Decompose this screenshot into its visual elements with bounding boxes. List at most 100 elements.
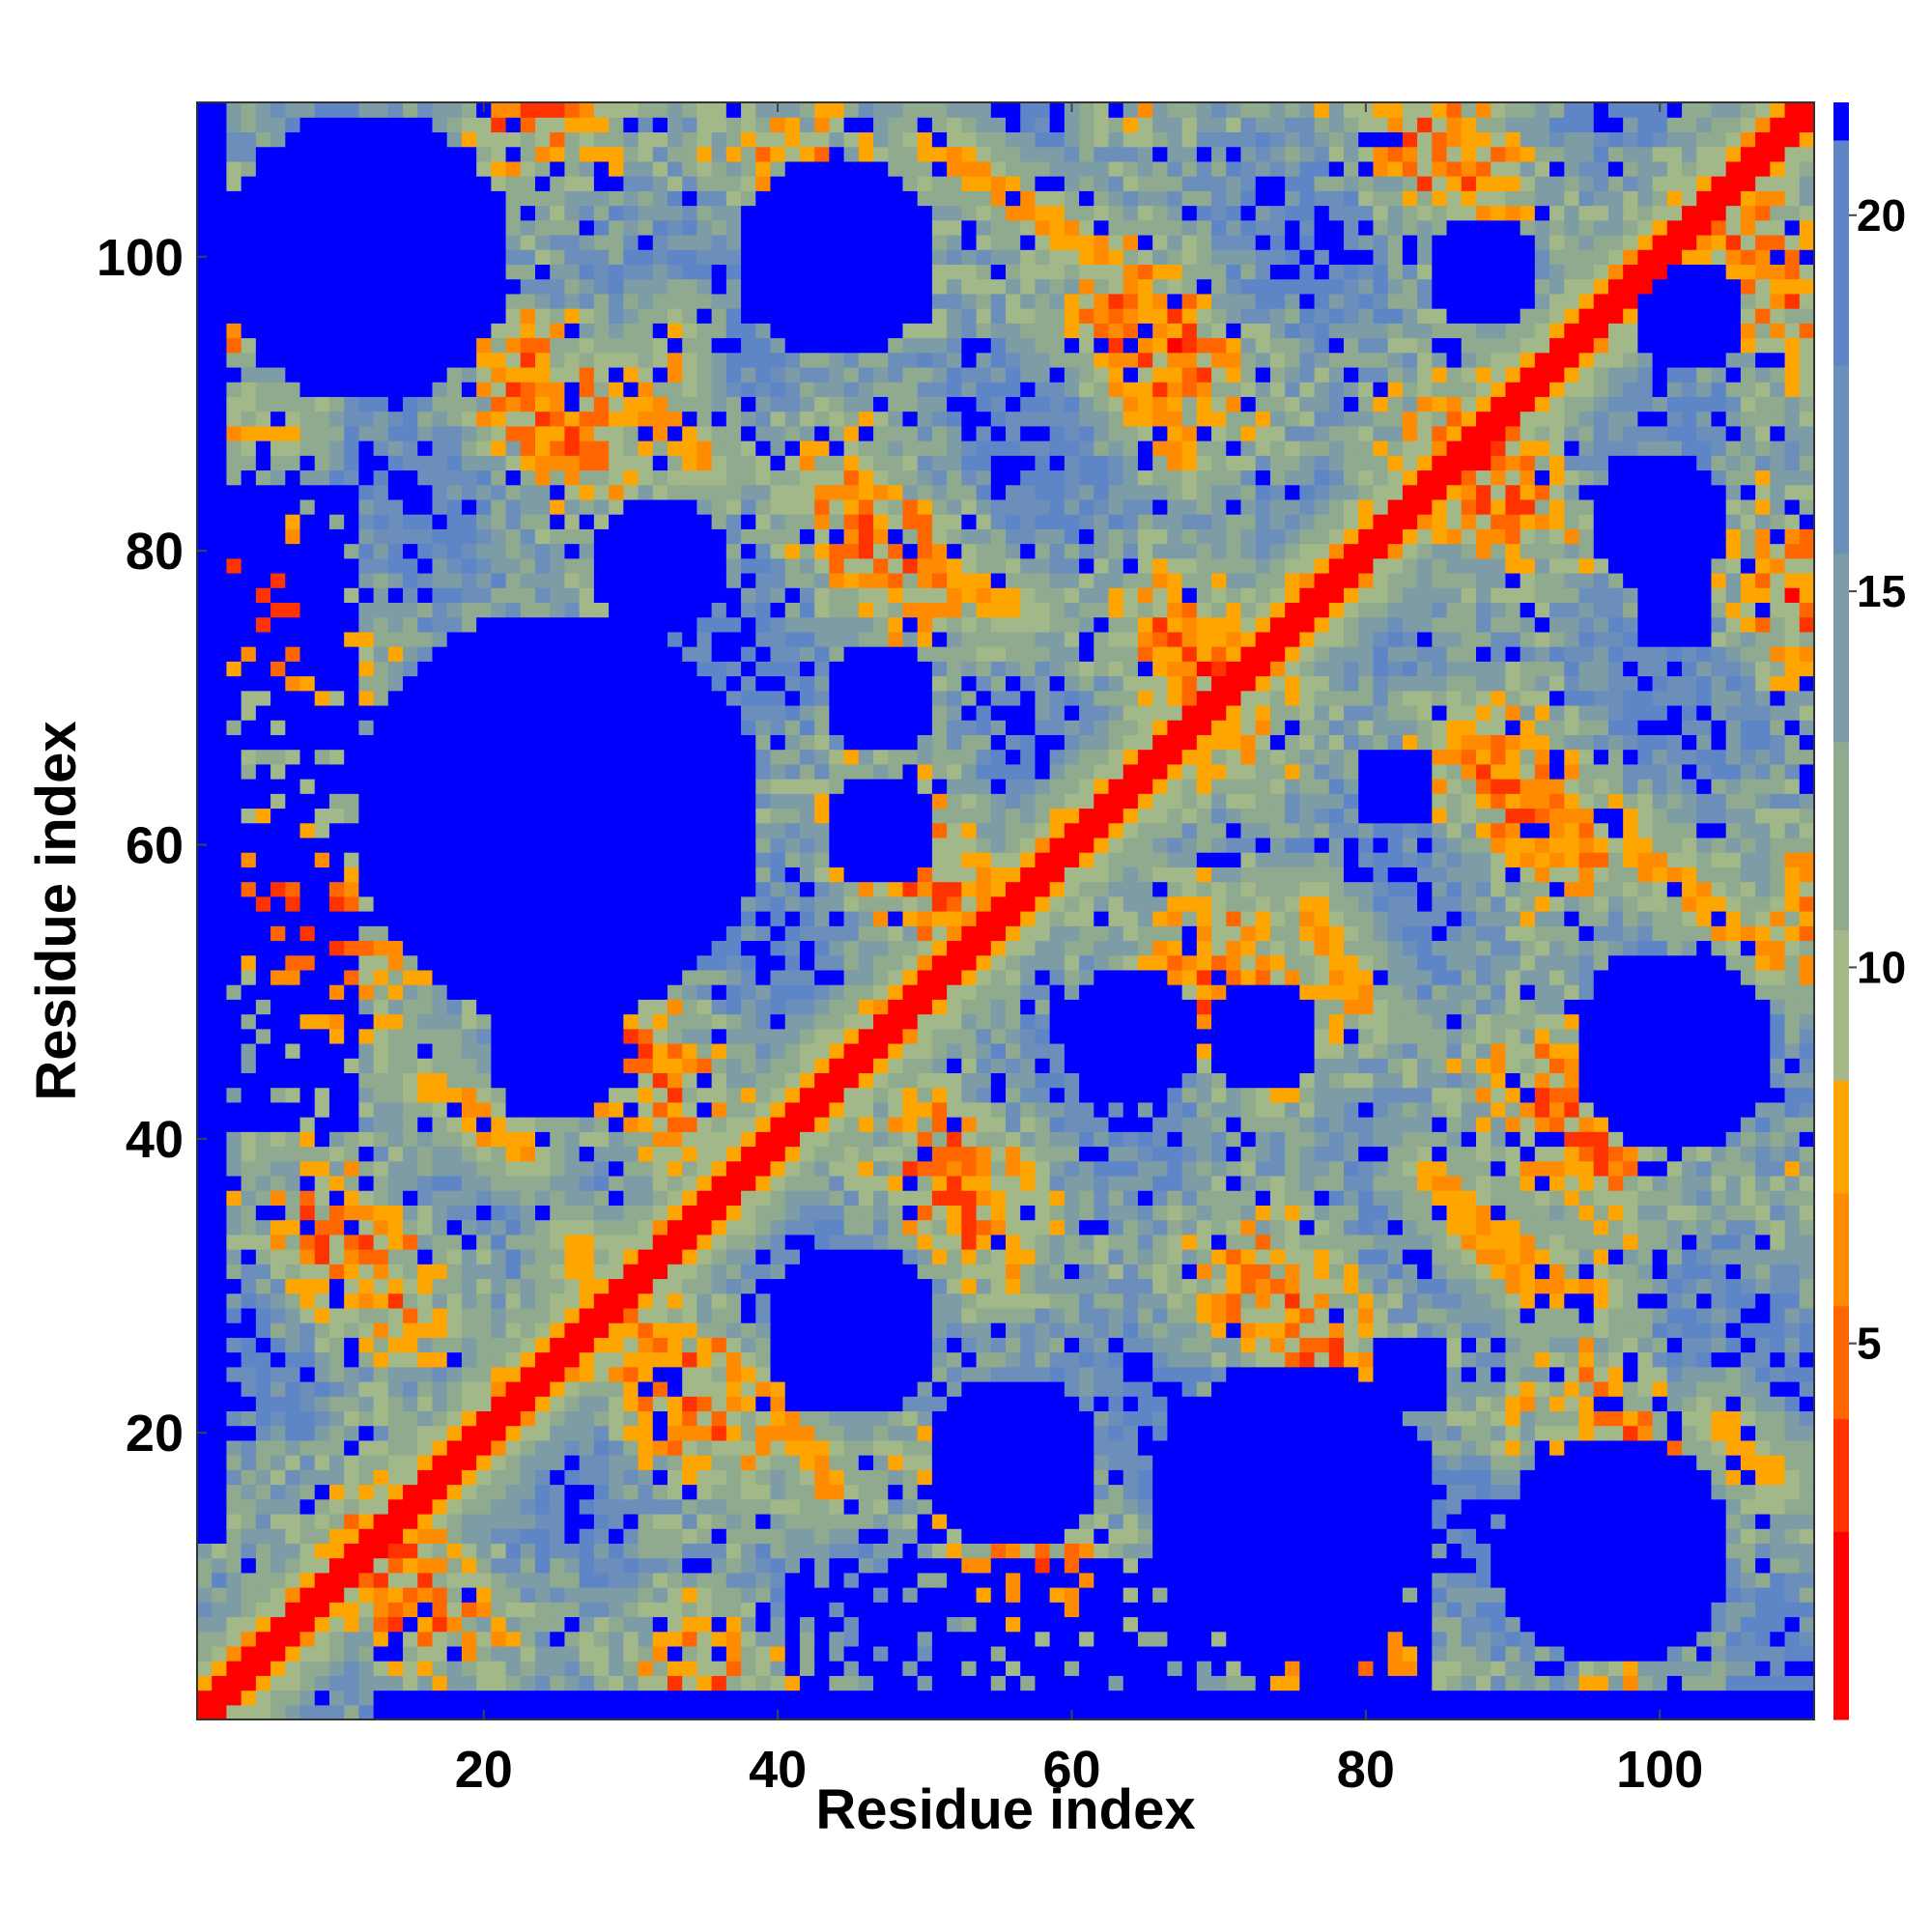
heatmap-cell: [829, 1307, 845, 1323]
heatmap-cell: [212, 852, 228, 867]
heatmap-cell: [784, 131, 801, 148]
heatmap-cell: [387, 1455, 404, 1470]
heatmap-cell: [550, 352, 566, 368]
heatmap-cell: [711, 117, 727, 133]
heatmap-cell: [843, 1631, 860, 1647]
heatmap-cell: [843, 1205, 860, 1221]
heatmap-cell: [799, 352, 815, 368]
heatmap-cell: [241, 1249, 257, 1264]
heatmap-cell: [784, 293, 801, 309]
heatmap-cell: [197, 1528, 213, 1544]
heatmap-cell: [358, 514, 375, 529]
heatmap-cell: [829, 514, 845, 529]
heatmap-cell: [609, 1307, 624, 1323]
heatmap-cell: [358, 1190, 375, 1206]
heatmap-cell: [226, 131, 242, 148]
heatmap-cell: [814, 1042, 830, 1059]
heatmap-cell: [829, 1042, 845, 1059]
heatmap-cell: [711, 411, 727, 427]
heatmap-cell: [696, 382, 713, 397]
heatmap-cell: [197, 1498, 213, 1515]
heatmap-cell: [344, 1028, 359, 1044]
heatmap-cell: [784, 308, 801, 324]
heatmap-cell: [638, 1455, 654, 1470]
heatmap-cell: [682, 1042, 698, 1059]
heatmap-cell: [446, 911, 463, 926]
heatmap-cell: [784, 323, 801, 339]
heatmap-cell: [255, 1455, 271, 1470]
heatmap-cell: [197, 1380, 213, 1397]
heatmap-cell: [682, 822, 698, 838]
heatmap-cell: [373, 690, 389, 706]
heatmap-cell: [344, 102, 359, 118]
heatmap-cell: [387, 1513, 404, 1529]
heatmap-cell: [461, 602, 477, 618]
heatmap-cell: [373, 160, 389, 177]
heatmap-cell: [520, 557, 536, 574]
heatmap-cell: [858, 1704, 874, 1720]
heatmap-cell: [344, 808, 359, 824]
heatmap-cell: [417, 1293, 434, 1309]
heatmap-cell: [682, 234, 698, 250]
heatmap-cell: [373, 411, 389, 427]
heatmap-cell: [696, 1675, 713, 1691]
heatmap-cell: [505, 1101, 522, 1118]
heatmap-cell: [314, 1146, 330, 1162]
heatmap-cell: [755, 1645, 772, 1662]
heatmap-cell: [696, 1439, 713, 1456]
heatmap-cell: [387, 1131, 404, 1148]
heatmap-cell: [652, 1234, 668, 1250]
heatmap-cell: [696, 411, 713, 427]
heatmap-cell: [652, 763, 668, 780]
heatmap-cell: [741, 1160, 756, 1177]
heatmap-cell: [579, 690, 595, 706]
heatmap-cell: [285, 425, 301, 441]
heatmap-cell: [609, 1293, 624, 1309]
heatmap-cell: [755, 572, 772, 588]
heatmap-cell: [741, 455, 756, 471]
heatmap-cell: [446, 469, 463, 486]
heatmap-cell: [285, 1160, 301, 1177]
heatmap-cell: [579, 852, 595, 867]
heatmap-cell: [609, 1351, 624, 1368]
heatmap-cell: [285, 1528, 301, 1544]
heatmap-cell: [682, 1278, 698, 1294]
heatmap-cell: [696, 675, 713, 692]
heatmap-cell: [843, 954, 860, 971]
heatmap-cell: [784, 1543, 801, 1559]
heatmap-cell: [314, 779, 330, 794]
heatmap-cell: [505, 131, 522, 148]
heatmap-cell: [226, 234, 242, 250]
heatmap-cell: [432, 1513, 448, 1529]
heatmap-cell: [212, 1455, 228, 1470]
heatmap-cell: [799, 895, 815, 912]
heatmap-cell: [814, 264, 830, 280]
heatmap-cell: [564, 793, 581, 810]
heatmap-cell: [417, 587, 434, 604]
heatmap-cell: [314, 734, 330, 751]
heatmap-cell: [829, 1175, 845, 1191]
heatmap-cell: [270, 1366, 286, 1382]
heatmap-cell: [491, 146, 507, 162]
heatmap-cell: [579, 1396, 595, 1412]
heatmap-cell: [299, 382, 316, 397]
heatmap-cell: [741, 1307, 756, 1323]
heatmap-cell: [403, 1675, 418, 1691]
heatmap-cell: [358, 117, 375, 133]
heatmap-cell: [387, 323, 404, 339]
heatmap-cell: [344, 1175, 359, 1191]
heatmap-cell: [638, 1572, 654, 1588]
heatmap-cell: [682, 1028, 698, 1044]
heatmap-cell: [564, 205, 581, 221]
heatmap-cell: [535, 1042, 551, 1059]
heatmap-cell: [623, 131, 639, 148]
heatmap-cell: [725, 1160, 742, 1177]
heatmap-cell: [432, 366, 448, 383]
heatmap-cell: [241, 1396, 257, 1412]
heatmap-cell: [212, 572, 228, 588]
heatmap-cell: [255, 1690, 271, 1706]
heatmap-cell: [432, 1469, 448, 1486]
heatmap-cell: [535, 749, 551, 765]
heatmap-cell: [505, 117, 522, 133]
heatmap-cell: [328, 1602, 345, 1618]
